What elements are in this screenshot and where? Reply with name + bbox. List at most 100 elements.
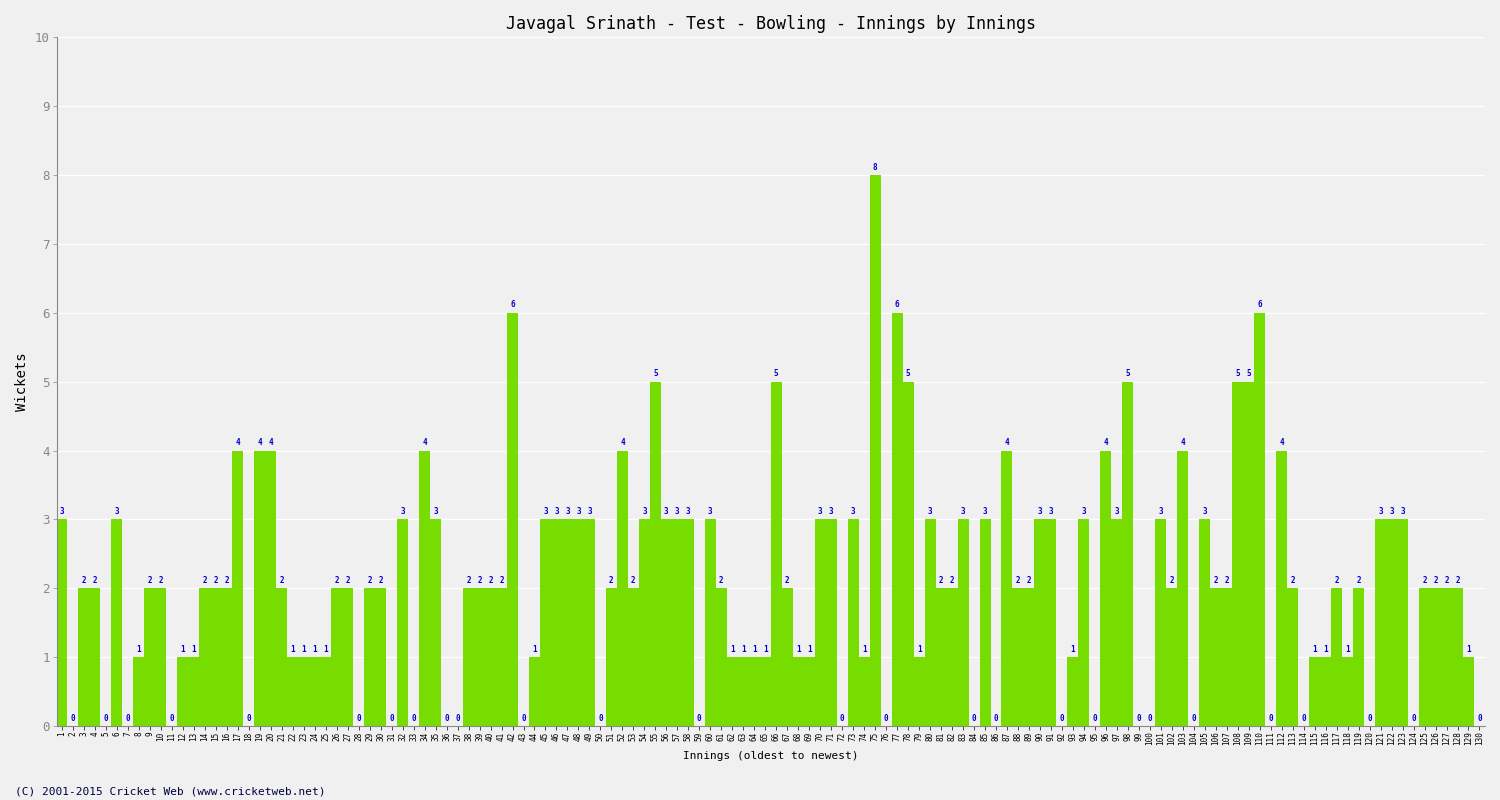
Text: 1: 1 [1346, 645, 1350, 654]
Text: 0: 0 [126, 714, 130, 722]
Text: 0: 0 [1137, 714, 1142, 722]
Text: 3: 3 [586, 507, 591, 516]
Bar [1101, 450, 1112, 726]
Bar [1396, 519, 1408, 726]
Text: 2: 2 [609, 576, 613, 585]
Text: 0: 0 [1478, 714, 1482, 722]
Text: 2: 2 [477, 576, 482, 585]
Text: 3: 3 [708, 507, 712, 516]
Bar [606, 588, 616, 726]
Text: 3: 3 [686, 507, 690, 516]
Bar [134, 657, 144, 726]
Text: 0: 0 [1412, 714, 1416, 722]
Text: 6: 6 [510, 300, 515, 310]
Text: 5: 5 [906, 370, 910, 378]
Text: 0: 0 [1302, 714, 1306, 722]
Bar [276, 588, 288, 726]
Bar [1254, 313, 1264, 726]
Text: 2: 2 [466, 576, 471, 585]
Bar [1068, 657, 1078, 726]
Bar [957, 519, 969, 726]
Text: 0: 0 [1148, 714, 1152, 722]
Text: 1: 1 [1312, 645, 1317, 654]
Text: 1: 1 [916, 645, 921, 654]
Text: 4: 4 [1104, 438, 1108, 447]
Text: 4: 4 [423, 438, 427, 447]
Text: 3: 3 [1378, 507, 1383, 516]
Bar [815, 519, 825, 726]
Text: 4: 4 [1180, 438, 1185, 447]
Text: 5: 5 [1125, 370, 1130, 378]
Bar [464, 588, 474, 726]
Text: 0: 0 [70, 714, 75, 722]
Text: 0: 0 [390, 714, 394, 722]
Text: 3: 3 [1048, 507, 1053, 516]
Bar [1353, 588, 1364, 726]
Bar [1330, 588, 1342, 726]
Bar [332, 588, 342, 726]
Text: 3: 3 [114, 507, 118, 516]
Text: 2: 2 [93, 576, 98, 585]
Text: 2: 2 [1455, 576, 1460, 585]
Text: 3: 3 [960, 507, 966, 516]
Text: 2: 2 [202, 576, 207, 585]
Bar [430, 519, 441, 726]
Text: 2: 2 [378, 576, 382, 585]
Bar [1002, 450, 1013, 726]
Text: 0: 0 [170, 714, 174, 722]
Text: 2: 2 [784, 576, 789, 585]
Text: 5: 5 [1236, 370, 1240, 378]
Text: (C) 2001-2015 Cricket Web (www.cricketweb.net): (C) 2001-2015 Cricket Web (www.cricketwe… [15, 786, 326, 796]
Text: 2: 2 [632, 576, 636, 585]
Bar [474, 588, 484, 726]
Text: 2: 2 [718, 576, 723, 585]
Text: 0: 0 [598, 714, 603, 722]
Text: 2: 2 [1214, 576, 1218, 585]
Text: 1: 1 [192, 645, 196, 654]
Text: 0: 0 [444, 714, 448, 722]
Text: 2: 2 [1356, 576, 1360, 585]
Text: 3: 3 [60, 507, 64, 516]
Bar [946, 588, 957, 726]
Bar [870, 175, 880, 726]
Text: 1: 1 [324, 645, 328, 654]
Text: 4: 4 [258, 438, 262, 447]
Text: 0: 0 [698, 714, 702, 722]
Text: 3: 3 [566, 507, 570, 516]
Bar [1462, 657, 1474, 726]
Text: 1: 1 [862, 645, 867, 654]
Text: 0: 0 [972, 714, 976, 722]
Text: 4: 4 [1005, 438, 1010, 447]
Bar [419, 450, 430, 726]
Text: 4: 4 [236, 438, 240, 447]
Bar [177, 657, 189, 726]
Text: 1: 1 [1466, 645, 1472, 654]
Text: 1: 1 [741, 645, 746, 654]
Text: 2: 2 [1224, 576, 1228, 585]
Bar [782, 588, 792, 726]
Bar [210, 588, 222, 726]
Text: 2: 2 [159, 576, 164, 585]
Text: 3: 3 [576, 507, 580, 516]
Bar [156, 588, 166, 726]
Text: 1: 1 [1323, 645, 1328, 654]
Text: 0: 0 [246, 714, 250, 722]
Bar [804, 657, 814, 726]
Bar [1155, 519, 1167, 726]
Bar [716, 588, 728, 726]
X-axis label: Innings (oldest to newest): Innings (oldest to newest) [682, 751, 858, 761]
Bar [1232, 382, 1244, 726]
Text: 2: 2 [345, 576, 350, 585]
Text: 1: 1 [807, 645, 812, 654]
Bar [1078, 519, 1089, 726]
Bar [628, 588, 639, 726]
Bar [111, 519, 123, 726]
Text: 0: 0 [884, 714, 888, 722]
Bar [309, 657, 320, 726]
Bar [90, 588, 101, 726]
Text: 3: 3 [1400, 507, 1406, 516]
Bar [705, 519, 716, 726]
Bar [759, 657, 771, 726]
Bar [222, 588, 232, 726]
Bar [672, 519, 682, 726]
